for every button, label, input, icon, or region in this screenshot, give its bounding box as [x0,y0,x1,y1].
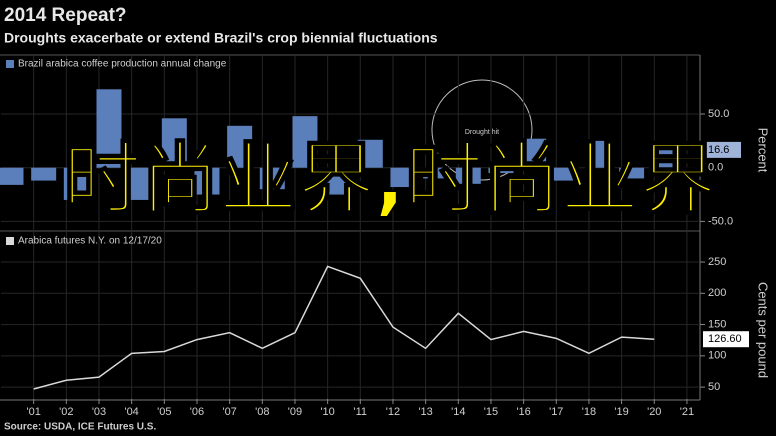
bar [129,167,155,200]
bar [521,138,547,168]
bar [292,116,318,168]
bar [227,125,253,168]
x-tick-label: '10 [320,406,334,418]
value-label: 126.60 [708,333,742,345]
y-axis-label: Percent [756,128,771,173]
x-tick-label: '08 [255,406,269,418]
bar [0,167,24,185]
title: 2014 Repeat? [4,5,127,26]
y-tick-label: 100 [708,350,726,362]
x-tick-label: '21 [680,406,694,418]
bar [357,139,383,168]
x-tick-label: '01 [26,406,40,418]
bar [63,167,89,200]
x-tick-label: '14 [451,406,465,418]
annotation-circle [431,79,533,181]
bar [586,140,612,168]
x-tick-label: '20 [647,406,661,418]
value-label-box [703,141,741,158]
x-tick-label: '05 [157,406,171,418]
legend: Arabica futures N.Y. on 12/17/20 [18,236,162,247]
bar [619,167,645,179]
legend: Brazil arabica coffee production annual … [18,59,227,70]
bar [390,167,416,188]
value-label-box [703,331,749,348]
x-tick-label: '11 [354,406,368,418]
line [33,265,655,390]
x-tick-label: '09 [288,406,302,418]
y-tick-label: 0.0 [708,162,723,174]
x-tick-label: '06 [190,406,204,418]
x-tick-label: '04 [124,406,138,418]
x-tick-label: '07 [222,406,236,418]
x-tick-label: '15 [484,406,498,418]
bar [488,167,514,174]
x-tick-label: '02 [59,406,73,418]
legend-swatch [6,60,14,68]
legend-swatch [6,237,14,245]
bar [423,167,449,179]
bar [553,167,579,181]
x-tick-label: '13 [418,406,432,418]
x-tick-label: '17 [549,406,563,418]
bar [31,167,57,181]
x-tick-label: '12 [386,406,400,418]
bar [96,89,122,168]
bar [259,167,285,190]
overlay-text: 时尚业界,时尚业界 [62,135,718,225]
y-tick-label: 150 [708,318,726,330]
source: Source: USDA, ICE Futures U.S. [4,422,156,433]
x-tick-label: '03 [92,406,106,418]
bar [325,167,351,195]
bar [161,118,187,168]
bar [194,167,220,195]
y-tick-label: -50.0 [708,215,733,227]
x-tick-label: '19 [614,406,628,418]
x-tick-label: '16 [516,406,530,418]
subtitle: Droughts exacerbate or extend Brazil's c… [4,30,438,46]
y-tick-label: 50.0 [708,108,729,120]
y-tick-label: 50 [708,381,720,393]
value-label: 16.6 [708,144,729,156]
y-tick-label: 250 [708,256,726,268]
x-tick-label: '18 [582,406,596,418]
annotation: Drought hit [465,129,499,136]
bar [651,149,677,168]
y-axis-label: Cents per pound [756,282,771,378]
bar [455,167,481,184]
y-tick-label: 200 [708,287,726,299]
